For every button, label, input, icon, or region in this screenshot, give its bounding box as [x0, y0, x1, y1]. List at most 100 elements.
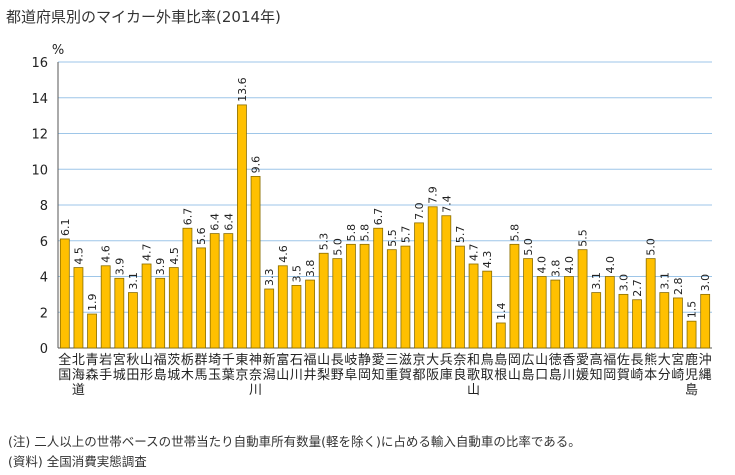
data-label: 2.7: [631, 279, 644, 297]
bar: [305, 279, 315, 349]
y-tick-label: 0: [40, 342, 48, 357]
bar: [686, 320, 697, 349]
x-tick-label: 大: [426, 353, 439, 368]
bar: [196, 247, 206, 349]
x-tick-label: 京: [235, 368, 248, 383]
x-tick-label: 兵: [440, 353, 453, 368]
x-tick-label: 徳: [549, 353, 562, 368]
x-tick-label: 神: [249, 353, 262, 368]
x-tick-label: 和: [467, 353, 480, 368]
x-tick-label: 山: [276, 368, 289, 383]
data-label: 2.8: [672, 277, 685, 295]
x-tick-label: 道: [72, 383, 85, 398]
bar: [264, 288, 275, 349]
x-tick-label: 山: [140, 353, 153, 368]
y-axis-unit: %: [52, 43, 64, 58]
bar: [482, 270, 493, 349]
data-label: 7.9: [427, 186, 440, 204]
x-tick-label: 木: [181, 368, 194, 383]
x-tick-label: 宮: [671, 352, 684, 368]
data-label: 4.3: [481, 251, 494, 269]
data-label: 1.9: [86, 294, 99, 312]
x-tick-label: 埼: [208, 353, 221, 368]
x-tick-label: 山: [535, 353, 548, 368]
data-label: 7.4: [440, 195, 453, 213]
x-tick-label: 島: [154, 368, 167, 383]
data-label: 4.0: [536, 256, 549, 274]
x-tick-label: 群: [195, 353, 208, 368]
data-label: 4.6: [277, 245, 290, 263]
x-tick-label: 岡: [603, 368, 616, 383]
bar: [141, 263, 152, 349]
x-tick-label: 知: [590, 367, 603, 383]
data-label: 6.7: [372, 208, 385, 226]
y-tick-label: 8: [40, 199, 48, 214]
x-tick-label: 岐: [344, 353, 357, 368]
bar: [427, 206, 438, 349]
x-tick-label: 福: [304, 353, 317, 368]
data-label: 5.5: [577, 229, 590, 247]
x-tick-label: 庫: [440, 368, 453, 383]
bar: [618, 293, 629, 349]
x-tick-label: 青: [86, 353, 99, 368]
data-label: 4.5: [168, 247, 181, 265]
data-label: 5.6: [195, 227, 208, 245]
chart-title: 都道府県別のマイカー外車比率(2014年): [6, 8, 281, 26]
data-label: 3.1: [127, 272, 140, 290]
bar: [509, 243, 520, 349]
x-tick-label: 高: [590, 352, 603, 368]
bar: [223, 233, 234, 349]
x-tick-label: 栃: [181, 353, 194, 368]
x-tick-label: 島: [522, 368, 535, 383]
bar: [318, 252, 329, 349]
x-tick-label: 根: [494, 368, 507, 383]
data-label: 5.5: [386, 229, 399, 247]
bar: [332, 258, 343, 349]
y-tick-label: 4: [40, 271, 48, 286]
bar: [359, 243, 370, 349]
bar: [346, 243, 356, 349]
x-tick-label: 東: [235, 352, 248, 368]
bar: [291, 285, 302, 349]
y-tick-label: 6: [40, 235, 48, 250]
bar: [700, 293, 711, 349]
x-tick-label: 茨: [167, 353, 180, 368]
bar: [523, 258, 533, 349]
x-tick-label: 取: [481, 368, 494, 383]
x-tick-label: 歌: [467, 368, 480, 383]
data-label: 4.7: [141, 243, 154, 261]
data-label: 5.7: [399, 226, 412, 244]
y-tick-label: 14: [31, 92, 48, 107]
data-label: 3.8: [304, 260, 317, 278]
x-tick-label: 京: [413, 353, 426, 368]
bar: [386, 249, 397, 349]
y-tick-label: 12: [31, 128, 48, 143]
x-tick-label: 島: [549, 368, 562, 383]
data-label: 3.5: [290, 265, 303, 283]
x-tick-label: 川: [290, 368, 303, 383]
x-tick-label: 山: [467, 383, 480, 398]
x-tick-label: 賀: [399, 368, 412, 383]
data-label: 5.8: [508, 224, 521, 242]
bar: [114, 277, 125, 349]
x-tick-label: 島: [494, 353, 507, 368]
x-tick-label: 佐: [617, 353, 630, 368]
x-tick-label: 岩: [99, 353, 112, 368]
bar: [209, 233, 220, 349]
x-tick-label: 岡: [508, 353, 521, 368]
x-tick-label: 川: [562, 368, 575, 383]
bar: [59, 238, 70, 349]
x-tick-label: 玉: [208, 368, 221, 383]
x-tick-label: 葉: [222, 368, 235, 383]
data-label: 1.5: [686, 301, 699, 319]
data-label: 3.1: [658, 272, 671, 290]
data-label: 13.6: [236, 77, 249, 102]
x-tick-label: 城: [113, 368, 126, 383]
chart-source: (資料) 全国消費実態調査: [8, 454, 147, 469]
x-tick-label: 鹿: [685, 352, 698, 368]
x-tick-label: 海: [72, 368, 85, 383]
bar: [237, 104, 247, 349]
y-tick-label: 10: [31, 163, 48, 178]
x-tick-label: 滋: [399, 353, 412, 368]
bar: [536, 276, 547, 349]
